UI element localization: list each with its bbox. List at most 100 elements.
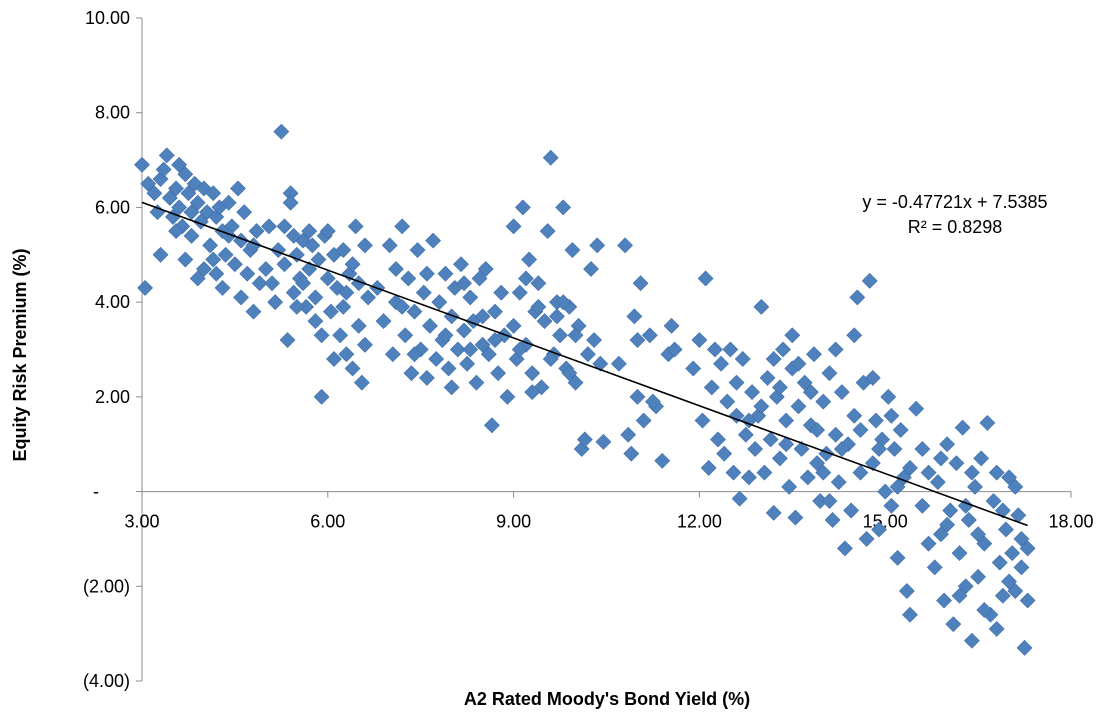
data-point (415, 284, 432, 301)
data-point (963, 464, 980, 481)
data-point (827, 341, 844, 358)
data-point (322, 303, 339, 320)
data-point (809, 455, 825, 472)
data-point (453, 256, 469, 273)
data-point (994, 502, 1011, 519)
data-point (261, 218, 277, 235)
data-point (1013, 531, 1030, 547)
x-axis-title: A2 Rated Moody's Bond Yield (%) (464, 689, 750, 709)
data-point (579, 346, 596, 363)
data-point (564, 242, 581, 258)
data-point (753, 298, 770, 315)
data-point (477, 261, 494, 277)
x-tick-label: 6.00 (310, 512, 345, 532)
data-point (474, 308, 491, 325)
data-point (722, 341, 739, 358)
data-point (137, 280, 154, 296)
data-point (824, 512, 841, 528)
data-point (809, 422, 825, 438)
data-point (1001, 573, 1017, 590)
data-point (877, 483, 894, 500)
data-point (880, 388, 897, 405)
data-point (833, 441, 850, 457)
data-point (632, 275, 649, 292)
data-point (908, 400, 925, 417)
data-point (867, 412, 884, 429)
data-point (889, 549, 906, 566)
data-point (307, 289, 324, 306)
data-point (610, 355, 627, 372)
data-point (595, 433, 612, 450)
data-point (1007, 478, 1024, 495)
data-point (168, 180, 184, 197)
data-point (332, 327, 349, 344)
data-point (623, 445, 640, 462)
data-point (440, 360, 457, 377)
data-point (388, 261, 404, 277)
data-point (861, 272, 878, 289)
data-point (784, 327, 801, 344)
data-point (394, 218, 411, 235)
data-point (152, 246, 169, 263)
data-point (1016, 639, 1033, 656)
data-point (307, 313, 324, 330)
data-point (236, 204, 253, 221)
data-point (991, 554, 1008, 571)
x-tick-label: 9.00 (496, 512, 531, 532)
data-point (998, 521, 1014, 538)
data-point (858, 531, 875, 547)
y-tick-label: 6.00 (95, 197, 130, 217)
data-point (741, 469, 757, 486)
data-point (898, 583, 915, 599)
data-point (338, 346, 355, 363)
y-tick-label: 2.00 (95, 387, 130, 407)
data-point (406, 346, 423, 363)
data-point (710, 431, 726, 448)
data-point (158, 147, 175, 164)
data-point (778, 436, 795, 453)
data-point (459, 355, 476, 372)
data-point (183, 227, 200, 244)
data-point (576, 431, 593, 448)
data-point (208, 265, 225, 282)
trendline-equation: y = -0.47721x + 7.5385 (862, 192, 1047, 212)
data-point (177, 251, 194, 268)
data-point (988, 464, 1005, 481)
data-point (583, 261, 599, 277)
data-point (490, 365, 507, 382)
r-squared-label: R² = 0.8298 (908, 217, 1003, 237)
y-tick-label: 10.00 (85, 8, 130, 28)
data-point (970, 568, 987, 585)
data-point (403, 365, 420, 382)
data-point (443, 379, 460, 396)
data-point (134, 156, 150, 173)
data-point (902, 459, 918, 476)
y-tick-label: (2.00) (83, 576, 130, 596)
data-point (338, 284, 355, 301)
data-point (976, 535, 993, 552)
x-tick-label: 18.00 (1048, 512, 1093, 532)
data-point (155, 161, 172, 178)
data-point (790, 355, 807, 372)
data-point (279, 332, 296, 348)
data-point (775, 341, 791, 358)
data-point (248, 223, 265, 240)
data-point (301, 223, 318, 240)
data-point (552, 327, 568, 344)
data-point (217, 246, 234, 263)
data-point (555, 199, 572, 216)
data-point (645, 393, 661, 410)
data-point (796, 374, 813, 391)
data-point (288, 298, 305, 315)
data-point (759, 369, 776, 386)
data-point (357, 237, 373, 254)
data-point (443, 308, 460, 325)
data-point (988, 620, 1005, 637)
data-point (902, 606, 918, 623)
data-point (140, 175, 157, 192)
data-point (431, 294, 448, 311)
data-point (394, 298, 411, 315)
data-point (536, 313, 553, 330)
data-point (994, 587, 1011, 604)
y-tick-label: 4.00 (95, 292, 130, 312)
